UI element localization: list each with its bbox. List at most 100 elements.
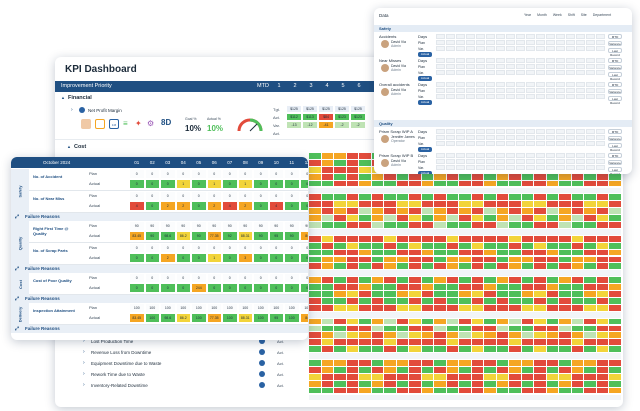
data-input-cell[interactable]: [496, 153, 505, 158]
data-input-cell[interactable]: [446, 153, 455, 158]
data-input-cell[interactable]: [536, 82, 545, 87]
data-input-cell[interactable]: [556, 159, 565, 164]
data-input-cell[interactable]: [516, 46, 525, 51]
data-input-cell[interactable]: [486, 159, 495, 164]
data-input-cell[interactable]: [586, 153, 595, 158]
bar-col-2[interactable]: 2: [293, 83, 297, 89]
data-input-cell[interactable]: [586, 129, 595, 134]
data-input-cell[interactable]: [496, 82, 505, 87]
data-input-cell[interactable]: [466, 58, 475, 63]
filter-site[interactable]: Site: [580, 13, 587, 17]
data-input-cell[interactable]: [466, 129, 475, 134]
data-input-cell[interactable]: [586, 46, 595, 51]
data-input-cell[interactable]: [526, 141, 535, 146]
data-input-cell[interactable]: [496, 165, 505, 170]
data-input-cell[interactable]: [576, 141, 585, 146]
data-input-cell[interactable]: [576, 34, 585, 39]
table-cell[interactable]: 0: [145, 284, 159, 292]
data-input-cell[interactable]: [596, 159, 605, 164]
data-input-cell[interactable]: [466, 94, 475, 99]
table-cell[interactable]: 98.6: [161, 314, 175, 322]
data-input-cell[interactable]: [536, 159, 545, 164]
kpi-equipment-downtime[interactable]: Equipment Downtime due to Waste: [91, 361, 162, 366]
mtd-button[interactable]: MTD: [608, 129, 622, 134]
data-input-cell[interactable]: [456, 46, 465, 51]
data-input-cell[interactable]: [566, 40, 575, 45]
data-input-cell[interactable]: [466, 88, 475, 93]
data-input-cell[interactable]: [536, 153, 545, 158]
table-cell[interactable]: 88.31: [238, 232, 252, 240]
day-col-09[interactable]: 09: [258, 160, 264, 165]
last-record-button[interactable]: Last Record: [608, 72, 622, 81]
data-input-cell[interactable]: [566, 82, 575, 87]
data-input-cell[interactable]: [596, 40, 605, 45]
actual-pill[interactable]: Actual: [418, 76, 432, 81]
data-input-cell[interactable]: [446, 159, 455, 164]
table-cell[interactable]: 0: [238, 284, 252, 292]
data-input-cell[interactable]: [556, 34, 565, 39]
table-cell[interactable]: 0: [145, 180, 159, 188]
mtd-button[interactable]: MTD: [608, 153, 622, 158]
last-record-button[interactable]: Last Record: [608, 167, 622, 174]
data-input-cell[interactable]: [486, 82, 495, 87]
mtd-button[interactable]: MTD: [608, 58, 622, 63]
table-cell[interactable]: 0: [285, 254, 299, 262]
table-cell[interactable]: 0: [269, 180, 283, 188]
data-input-cell[interactable]: [586, 159, 595, 164]
data-input-cell[interactable]: [516, 94, 525, 99]
data-input-cell[interactable]: [566, 129, 575, 134]
data-input-cell[interactable]: [526, 129, 535, 134]
data-input-cell[interactable]: [446, 129, 455, 134]
bar-col-3[interactable]: 3: [309, 83, 313, 89]
data-input-cell[interactable]: [586, 58, 595, 63]
table-cell[interactable]: 0: [161, 284, 175, 292]
data-input-cell[interactable]: [546, 58, 555, 63]
data-input-cell[interactable]: [546, 141, 555, 146]
data-input-cell[interactable]: [576, 82, 585, 87]
data-input-cell[interactable]: [476, 159, 485, 164]
data-input-cell[interactable]: [476, 135, 485, 140]
data-input-cell[interactable]: [506, 165, 515, 170]
data-input-cell[interactable]: [576, 64, 585, 69]
data-input-cell[interactable]: [526, 34, 535, 39]
data-input-cell[interactable]: [506, 88, 515, 93]
table-cell[interactable]: 90: [145, 232, 159, 240]
chevron-right-icon[interactable]: ›: [83, 371, 85, 377]
data-input-cell[interactable]: [496, 70, 505, 75]
data-input-cell[interactable]: [516, 165, 525, 170]
data-input-cell[interactable]: [446, 135, 455, 140]
data-input-cell[interactable]: [556, 129, 565, 134]
data-input-cell[interactable]: [496, 129, 505, 134]
table-cell[interactable]: 0: [285, 180, 299, 188]
table-cell[interactable]: 83.45: [130, 314, 144, 322]
data-input-cell[interactable]: [546, 64, 555, 69]
data-input-cell[interactable]: [496, 141, 505, 146]
kpi-name[interactable]: Cost of Poor Quality: [33, 278, 72, 283]
data-input-cell[interactable]: [546, 153, 555, 158]
kpi-name[interactable]: No. of Accident: [33, 174, 63, 179]
data-input-cell[interactable]: [436, 34, 445, 39]
data-kpi-name[interactable]: Accidents: [379, 34, 397, 39]
data-input-cell[interactable]: [566, 159, 575, 164]
expand-icon[interactable]: ⤢: [15, 296, 20, 302]
data-input-cell[interactable]: [456, 70, 465, 75]
data-input-cell[interactable]: [586, 70, 595, 75]
data-input-cell[interactable]: [446, 64, 455, 69]
table-cell[interactable]: 4: [269, 202, 283, 210]
data-input-cell[interactable]: [476, 34, 485, 39]
failure-reasons-row[interactable]: ⤢ Failure Reasons: [11, 213, 308, 221]
variance-button[interactable]: Variance: [608, 136, 622, 141]
data-kpi-name[interactable]: Overall accidents: [379, 82, 410, 87]
data-input-cell[interactable]: [586, 141, 595, 146]
data-input-cell[interactable]: [516, 82, 525, 87]
data-input-cell[interactable]: [576, 88, 585, 93]
variance-button[interactable]: Variance: [608, 65, 622, 70]
data-input-cell[interactable]: [506, 94, 515, 99]
section-quality[interactable]: Quality: [374, 120, 632, 127]
data-input-cell[interactable]: [526, 159, 535, 164]
day-col-10[interactable]: 10: [273, 160, 279, 165]
data-input-cell[interactable]: [516, 58, 525, 63]
data-input-cell[interactable]: [576, 94, 585, 99]
data-input-cell[interactable]: [466, 34, 475, 39]
data-input-cell[interactable]: [566, 58, 575, 63]
